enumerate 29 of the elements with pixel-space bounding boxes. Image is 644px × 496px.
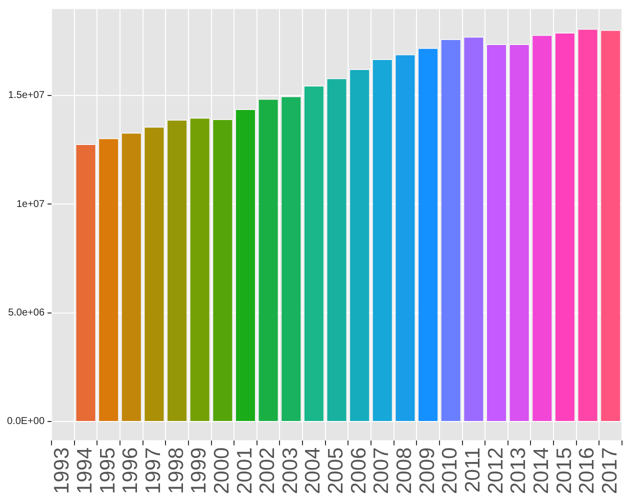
x-tick-label: 1998 — [164, 447, 188, 494]
x-tick-label: 2009 — [416, 447, 439, 494]
x-tick-label: 2012 — [484, 447, 508, 494]
x-tick-label: 2010 — [438, 447, 462, 494]
x-tick-label: 2004 — [302, 446, 325, 494]
x-tick-label: 2017 — [598, 447, 622, 494]
x-tick-label: 1995 — [96, 447, 120, 494]
y-tick-label: 1e+07 — [16, 198, 45, 210]
x-tick-label: 1993 — [50, 447, 74, 494]
x-tick-label: 2000 — [210, 447, 234, 494]
x-tick-label: 2016 — [576, 447, 599, 494]
x-tick-label: 2013 — [507, 447, 530, 494]
x-tick-label: 2001 — [233, 447, 256, 494]
x-tick-label: 2007 — [370, 447, 394, 494]
y-tick-label: 1.5e+07 — [8, 90, 45, 102]
x-tick-label: 2003 — [278, 447, 302, 494]
x-tick-label: 2002 — [256, 447, 280, 494]
x-tick-label: 1999 — [188, 447, 211, 494]
x-tick-label: 2014 — [530, 446, 553, 494]
x-tick-label: 2011 — [461, 447, 484, 492]
x-tick-label: 2005 — [324, 447, 348, 494]
x-tick-label: 2015 — [552, 447, 576, 494]
x-tick-label: 2008 — [393, 447, 416, 494]
x-tick-label: 1994 — [74, 446, 97, 494]
x-tick-label: 1996 — [119, 447, 142, 494]
y-tick-label: 0.0E+00 — [6, 416, 45, 428]
x-tick-label: 2006 — [347, 447, 370, 494]
y-tick-label: 5.0e+06 — [8, 308, 45, 319]
x-tick-label: 1997 — [142, 447, 166, 494]
